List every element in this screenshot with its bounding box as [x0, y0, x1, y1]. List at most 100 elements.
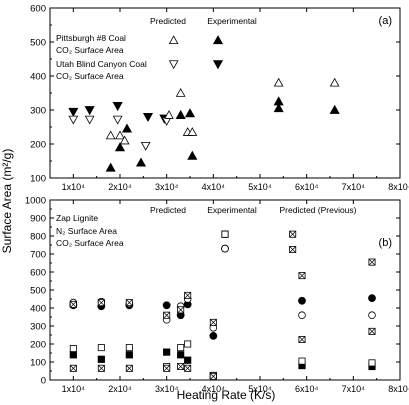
data-point-s4-6: [209, 318, 217, 326]
legend-text: Pittsburgh #8 Coal: [56, 33, 126, 43]
data-point-s2-5: [184, 356, 192, 364]
data-point-s4-2: [125, 299, 133, 307]
data-point-s3-9: [329, 77, 340, 87]
data-point-s0-0: [68, 107, 79, 117]
data-point-s5-1: [97, 364, 105, 372]
x-tick-label: 8x10⁴: [388, 384, 409, 394]
y-tick-label: 200: [30, 340, 46, 351]
data-point-s3-8: [273, 77, 284, 87]
data-point-s3-2: [119, 135, 130, 145]
data-point-s5-3: [163, 364, 171, 372]
y-tick-label: 900: [30, 214, 46, 225]
x-tick-label: 2x10⁴: [108, 182, 132, 192]
y-tick-label: 100: [30, 174, 46, 185]
data-point-s0-3: [142, 112, 154, 123]
column-header: Predicted (Previous): [279, 205, 356, 215]
data-point-s1-1: [84, 115, 95, 125]
data-point-s5-6: [209, 372, 217, 380]
data-point-s2-4: [175, 109, 186, 119]
data-point-s2-3: [163, 348, 171, 356]
y-tick-label: 500: [30, 286, 46, 297]
data-point-s2-7: [212, 35, 224, 45]
data-point-s5-0: [168, 60, 179, 70]
data-point-s2-10: [329, 104, 340, 114]
data-point-s3-8: [298, 357, 306, 365]
data-point-s3-1: [97, 344, 105, 352]
data-point-s2-5: [184, 108, 196, 118]
data-point-s5-2: [125, 364, 133, 372]
y-tick-label: 1000: [25, 196, 46, 207]
data-point-s3-7: [187, 127, 198, 136]
column-header: Predicted: [150, 205, 186, 215]
data-point-s5-5: [184, 364, 192, 372]
data-point-s1-9: [368, 311, 376, 320]
data-point-s5-8: [298, 335, 306, 343]
data-point-s0-2: [112, 102, 123, 112]
y-tick-label: 100: [30, 358, 46, 369]
y-tick-label: 700: [30, 250, 46, 261]
data-point-s2-4: [177, 351, 185, 359]
legend-text: Utah Blind Canyon Coal: [56, 59, 147, 69]
data-point-s2-0: [105, 162, 116, 172]
x-tick-label: 6x10⁴: [295, 182, 319, 192]
data-point-s0-6: [209, 332, 218, 340]
panel-b: 1x10⁴ 2x10⁴ 3x10⁴ 4x10⁴ 5x10⁴ 6x10⁴ 7x10⁴ 8x10⁴…: [25, 196, 409, 395]
data-point-s3-9: [368, 359, 376, 367]
x-tick-label: 4x10⁴: [202, 384, 226, 394]
data-point-s0-3: [162, 301, 171, 310]
panel-a: 1x10⁴ 2x10⁴ 3x10⁴ 4x10⁴ 5x10⁴ 6x10⁴ 7x10⁴ 8x10⁴…: [30, 4, 409, 193]
data-point-s4-3: [163, 311, 171, 319]
column-header: Predicted: [150, 16, 186, 26]
y-tick-label: 400: [30, 304, 46, 315]
x-tick-label: 8x10⁴: [388, 182, 409, 192]
column-header: Experimental: [207, 205, 257, 215]
data-point-s3-5: [175, 87, 186, 97]
data-point-s1-7: [221, 244, 229, 253]
data-point-s3-2: [125, 344, 133, 352]
data-point-s0-1: [84, 106, 95, 116]
data-point-s4-5: [184, 291, 192, 299]
x-tick-label: 5x10⁴: [248, 182, 272, 192]
x-tick-label: 7x10⁴: [342, 384, 366, 394]
data-point-s3-0: [105, 130, 116, 140]
y-tick-label: 600: [30, 268, 46, 279]
x-tick-label: 6x10⁴: [295, 384, 319, 394]
y-tick-label: 300: [30, 322, 46, 333]
y-tick-label: 200: [30, 140, 46, 151]
data-point-s4-7: [289, 230, 297, 238]
data-point-s4-4: [177, 306, 185, 314]
data-point-s4-1: [97, 299, 105, 307]
data-point-s4-9: [368, 258, 376, 266]
legend-text: N₂ Surface Area: [56, 226, 117, 236]
y-tick-label: 300: [30, 106, 46, 117]
x-tick-label: 1x10⁴: [62, 182, 86, 192]
data-point-s3-3: [164, 110, 174, 119]
panel-tag: (b): [379, 237, 392, 249]
y-tick-label: 800: [30, 232, 46, 243]
x-tick-label: 4x10⁴: [202, 182, 226, 192]
x-axis-label: Heating Rate (K/s): [177, 388, 276, 402]
data-point-s3-5: [184, 340, 192, 348]
data-point-s4-0: [69, 300, 77, 308]
data-point-s1-3: [140, 141, 151, 151]
data-point-s2-3: [135, 157, 147, 167]
x-tick-label: 7x10⁴: [342, 182, 366, 192]
x-tick-label: 5x10⁴: [248, 384, 272, 394]
x-tick-label: 3x10⁴: [155, 182, 179, 192]
data-point-s2-1: [114, 142, 126, 152]
data-point-s1-0: [68, 115, 79, 125]
data-point-s3-1: [115, 130, 125, 140]
x-tick-label: 1x10⁴: [62, 384, 86, 394]
data-point-s4-8: [298, 272, 306, 280]
y-tick-label: 500: [30, 38, 46, 49]
x-tick-label: 2x10⁴: [108, 384, 132, 394]
data-point-s1-8: [298, 311, 306, 320]
y-tick-label: 0: [41, 376, 46, 387]
data-point-s2-2: [121, 123, 133, 133]
data-point-s5-7: [289, 245, 297, 253]
legend-text: CO₂ Surface Area: [56, 238, 124, 248]
y-tick-label: 600: [30, 4, 46, 15]
data-point-s3-4: [177, 344, 185, 352]
y-tick-label: 400: [30, 72, 46, 83]
